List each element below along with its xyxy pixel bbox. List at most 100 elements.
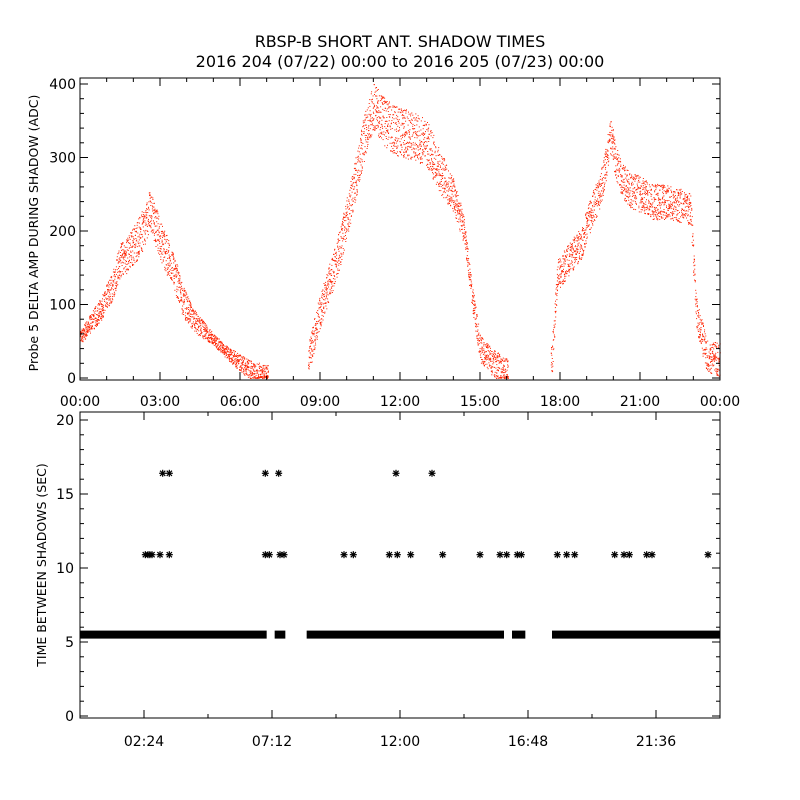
amplitude-point: [242, 360, 244, 362]
amplitude-point: [475, 306, 477, 308]
amplitude-point: [127, 263, 129, 265]
amplitude-point: [126, 242, 128, 244]
amplitude-point: [672, 193, 674, 195]
amplitude-point: [109, 298, 111, 300]
amplitude-point: [631, 183, 632, 185]
amplitude-point: [474, 301, 476, 303]
amplitude-point: [85, 322, 87, 324]
amplitude-point: [219, 342, 221, 344]
amplitude-point: [609, 139, 611, 141]
amplitude-point: [450, 199, 452, 201]
amplitude-point: [320, 318, 322, 320]
amplitude-point: [451, 197, 453, 199]
amplitude-point: [106, 306, 108, 308]
amplitude-point: [641, 199, 643, 200]
amplitude-point: [471, 283, 473, 285]
amplitude-point: [655, 215, 657, 217]
amplitude-point: [581, 247, 583, 249]
amplitude-point: [328, 271, 330, 273]
amplitude-point: [342, 222, 344, 224]
amplitude-point: [672, 215, 673, 217]
amplitude-point: [229, 349, 231, 351]
amplitude-point: [350, 181, 352, 182]
amplitude-point: [197, 320, 199, 322]
amplitude-point: [434, 163, 436, 165]
amplitude-point: [203, 338, 205, 340]
amplitude-point: [556, 295, 558, 297]
amplitude-point: [609, 131, 611, 133]
amplitude-point: [333, 253, 335, 255]
amplitude-point: [391, 136, 392, 138]
amplitude-point: [365, 139, 367, 141]
amplitude-point: [216, 343, 217, 344]
amplitude-point: [119, 271, 121, 272]
amplitude-point: [552, 332, 554, 334]
amplitude-point: [684, 197, 686, 199]
amplitude-point: [662, 202, 664, 204]
amplitude-point: [170, 262, 172, 264]
amplitude-point: [430, 149, 432, 151]
amplitude-point: [620, 166, 622, 167]
amplitude-point: [470, 275, 472, 277]
amplitude-point: [242, 364, 244, 365]
amplitude-point: [107, 295, 109, 297]
amplitude-point: [349, 202, 350, 204]
amplitude-point: [176, 288, 178, 290]
amplitude-point: [504, 369, 506, 371]
amplitude-point: [437, 149, 439, 151]
amplitude-point: [604, 177, 606, 179]
amplitude-point: [627, 190, 629, 192]
amplitude-point: [574, 250, 576, 252]
amplitude-point: [311, 341, 313, 343]
amplitude-point: [315, 339, 317, 341]
amplitude-point: [667, 208, 669, 209]
amplitude-point: [638, 180, 640, 181]
amplitude-point: [197, 334, 199, 336]
amplitude-point: [595, 214, 597, 215]
amplitude-point: [167, 273, 169, 275]
amplitude-point: [438, 185, 440, 187]
amplitude-point: [151, 223, 153, 225]
amplitude-point: [485, 357, 487, 359]
amplitude-point: [249, 366, 251, 368]
amplitude-point: [112, 299, 114, 301]
amplitude-point: [338, 234, 340, 236]
amplitude-point: [446, 183, 448, 185]
amplitude-point: [572, 239, 574, 241]
amplitude-point: [132, 265, 133, 266]
amplitude-point: [242, 356, 244, 358]
amplitude-point: [223, 347, 225, 349]
amplitude-point: [150, 227, 152, 229]
amplitude-point: [148, 206, 149, 208]
amplitude-point: [352, 178, 353, 180]
amplitude-point: [396, 147, 397, 149]
amplitude-point: [650, 189, 652, 191]
amplitude-point: [433, 134, 435, 136]
amplitude-point: [242, 361, 244, 363]
amplitude-point: [319, 323, 321, 325]
amplitude-point: [562, 258, 564, 260]
amplitude-point: [365, 124, 367, 126]
amplitude-point: [338, 263, 340, 264]
amplitude-point: [123, 267, 125, 269]
amplitude-point: [379, 117, 381, 119]
amplitude-point: [486, 366, 488, 368]
amplitude-point: [403, 115, 405, 117]
amplitude-point: [135, 256, 137, 258]
amplitude-point: [466, 257, 467, 259]
amplitude-point: [316, 338, 318, 340]
amplitude-point: [371, 121, 373, 123]
amplitude-point: [585, 240, 587, 242]
amplitude-point: [126, 241, 128, 242]
amplitude-point: [116, 259, 118, 261]
amplitude-point: [114, 271, 116, 273]
amplitude-point: [264, 365, 266, 367]
amplitude-point: [429, 163, 431, 165]
amplitude-point: [636, 183, 638, 185]
amplitude-point: [413, 148, 415, 150]
amplitude-point: [397, 111, 399, 113]
amplitude-point: [171, 279, 173, 281]
amplitude-point: [662, 196, 664, 198]
amplitude-point: [605, 177, 607, 179]
amplitude-point: [622, 193, 624, 195]
